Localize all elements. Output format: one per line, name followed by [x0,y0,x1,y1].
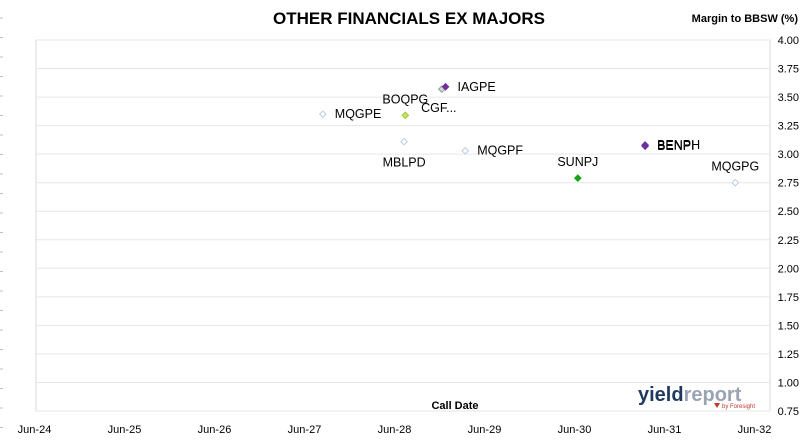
x-tick-label: Jun-31 [648,424,682,436]
y-tick-label: 3.50 [778,92,799,104]
data-label: BENPI [657,139,695,153]
left-edge-ticks [0,17,3,428]
data-label: CGF... [421,101,456,115]
data-point [318,110,327,119]
x-tick-label: Jun-27 [288,424,322,436]
x-tick-label: Jun-26 [198,424,232,436]
data-point [641,142,650,151]
data-point [441,82,450,91]
data-label: BENPH [657,138,700,152]
plot-area [35,39,771,412]
y-tick-label: 1.75 [778,292,799,304]
x-tick-label: Jun-29 [468,424,502,436]
x-tick-label: Jun-32 [738,424,772,436]
x-tick-label: Jun-25 [108,424,142,436]
data-label: BOQPG [382,92,428,106]
data-point [401,111,410,120]
x-tick-label: Jun-24 [18,424,52,436]
svg-text:yieldreport: yieldreport [638,384,742,406]
data-point [400,137,409,146]
gridlines [36,39,770,412]
y-tick-label: 3.75 [778,64,799,76]
y-tick-label: 4.00 [778,35,799,47]
y-tick-label: 3.25 [778,121,799,133]
logo-byline: by Foresight [722,404,755,410]
y-tick-label: 1.50 [778,320,799,332]
yieldreport-logo: yieldreport by Foresight [638,384,755,410]
y-tick-label: 2.25 [778,235,799,247]
y-tick-label: 2.00 [778,263,799,275]
data-label: MQGPE [335,107,382,121]
data-point [573,174,582,183]
y-tick-label: 1.25 [778,349,799,361]
data-label: MQGPG [711,160,759,174]
data-point [461,146,470,155]
data-point [731,178,740,187]
y-tick-label: 2.75 [778,178,799,190]
chart-title: OTHER FINANCIALS EX MAJORS [273,9,545,28]
x-tick-label: Jun-28 [378,424,412,436]
x-tick-label: Jun-30 [558,424,592,436]
y-axis-title: Margin to BBSW (%) [692,13,799,25]
y-tick-label: 3.00 [778,149,799,161]
y-tick-label: 2.50 [778,206,799,218]
x-axis-title: Call Date [431,400,478,412]
data-label: MBLPD [383,156,426,170]
data-label: MQGPF [477,144,523,158]
data-label: IAGPE [458,80,496,94]
y-tick-label: 1.00 [778,377,799,389]
x-axis-ticks: Jun-24 Jun-25 Jun-26 Jun-27 Jun-28 Jun-29 Jun-… [18,424,772,436]
data-label: SUNPJ [557,155,598,169]
y-tick-label: 0.75 [778,406,799,418]
logo-marker-icon [714,403,720,408]
y-axis-ticks: 0.75 1.00 1.25 1.50 1.75 2.00 2.25 2.50 2.75 3.00… [778,35,799,418]
